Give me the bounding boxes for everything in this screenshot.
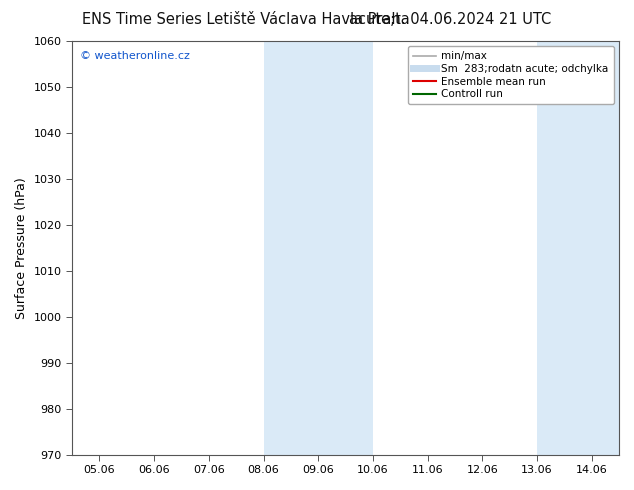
Text: © weatheronline.cz: © weatheronline.cz [81, 51, 190, 61]
Text: ENS Time Series Letiště Václava Havla Praha: ENS Time Series Letiště Václava Havla Pr… [82, 12, 410, 27]
Y-axis label: Surface Pressure (hPa): Surface Pressure (hPa) [15, 177, 28, 318]
Text: acute;t. 04.06.2024 21 UTC: acute;t. 04.06.2024 21 UTC [349, 12, 552, 27]
Bar [537, 41, 619, 455]
Bar [264, 41, 373, 455]
Legend: min/max, Sm  283;rodatn acute; odchylka, Ensemble mean run, Controll run: min/max, Sm 283;rodatn acute; odchylka, … [408, 46, 614, 104]
